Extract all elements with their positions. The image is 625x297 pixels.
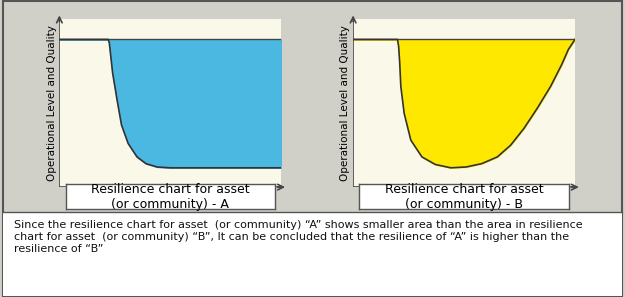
Text: Since the resilience chart for asset  (or community) “A” shows smaller area than: Since the resilience chart for asset (or… [14, 220, 582, 254]
FancyBboxPatch shape [3, 1, 622, 296]
X-axis label: Recovery Time: Recovery Time [132, 191, 209, 201]
Y-axis label: Operational Level and Quality: Operational Level and Quality [47, 25, 57, 181]
X-axis label: Recovery Time: Recovery Time [426, 191, 503, 201]
Y-axis label: Operational Level and Quality: Operational Level and Quality [341, 25, 351, 181]
Text: Resilience chart for asset
(or community) - A: Resilience chart for asset (or community… [91, 183, 249, 211]
Text: Resilience chart for asset
(or community) - B: Resilience chart for asset (or community… [385, 183, 543, 211]
FancyBboxPatch shape [3, 213, 622, 296]
